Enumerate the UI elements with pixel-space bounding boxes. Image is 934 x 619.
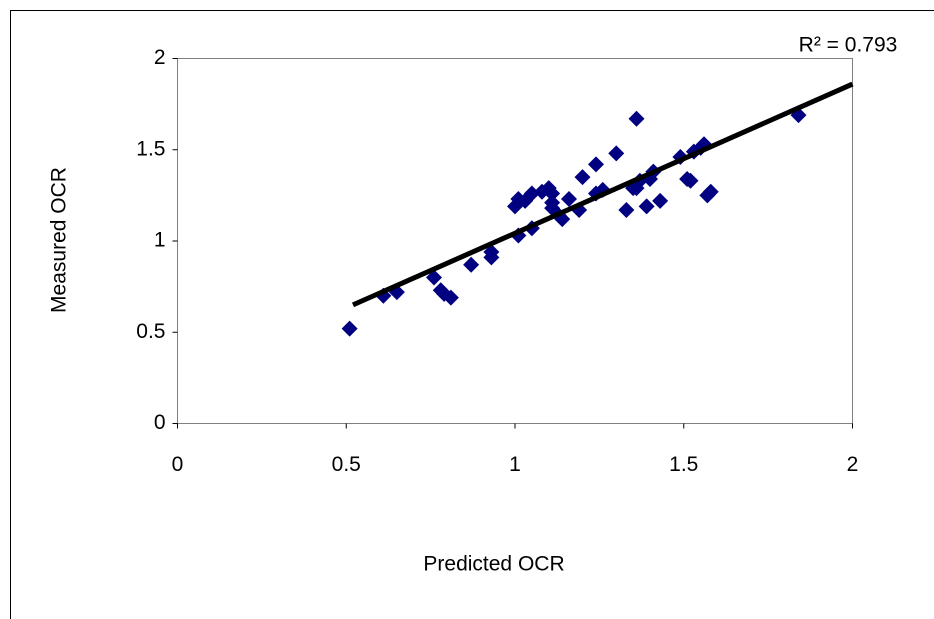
point <box>341 320 358 337</box>
x-tick-label: 1 <box>509 453 521 476</box>
y-axis-label: Measured OCR <box>48 167 71 313</box>
y-tick-label: 0 <box>154 411 166 434</box>
x-tick-label: 0 <box>172 453 184 476</box>
point <box>608 145 625 162</box>
point <box>628 110 645 127</box>
point <box>699 187 716 204</box>
y-tick-label: 2 <box>154 46 166 69</box>
point <box>442 289 459 306</box>
y-tick-label: 1.5 <box>136 137 165 160</box>
y-tick-label: 1 <box>154 229 166 252</box>
point <box>523 185 540 202</box>
x-tick-label: 2 <box>847 453 859 476</box>
point <box>682 172 699 189</box>
point <box>638 198 655 215</box>
point <box>561 191 577 208</box>
plot-area <box>177 58 853 424</box>
x-axis-label: Predicted OCR <box>423 553 564 576</box>
point <box>652 192 669 209</box>
point <box>544 185 561 202</box>
point <box>574 169 591 186</box>
point <box>588 156 604 173</box>
x-tick-label: 0.5 <box>332 453 361 476</box>
point <box>618 201 635 218</box>
point <box>463 256 480 273</box>
annotation: R² = 0.793 <box>799 34 898 57</box>
y-tick-label: 0.5 <box>136 320 165 343</box>
trendline <box>351 81 854 308</box>
x-tick-label: 1.5 <box>669 453 698 476</box>
